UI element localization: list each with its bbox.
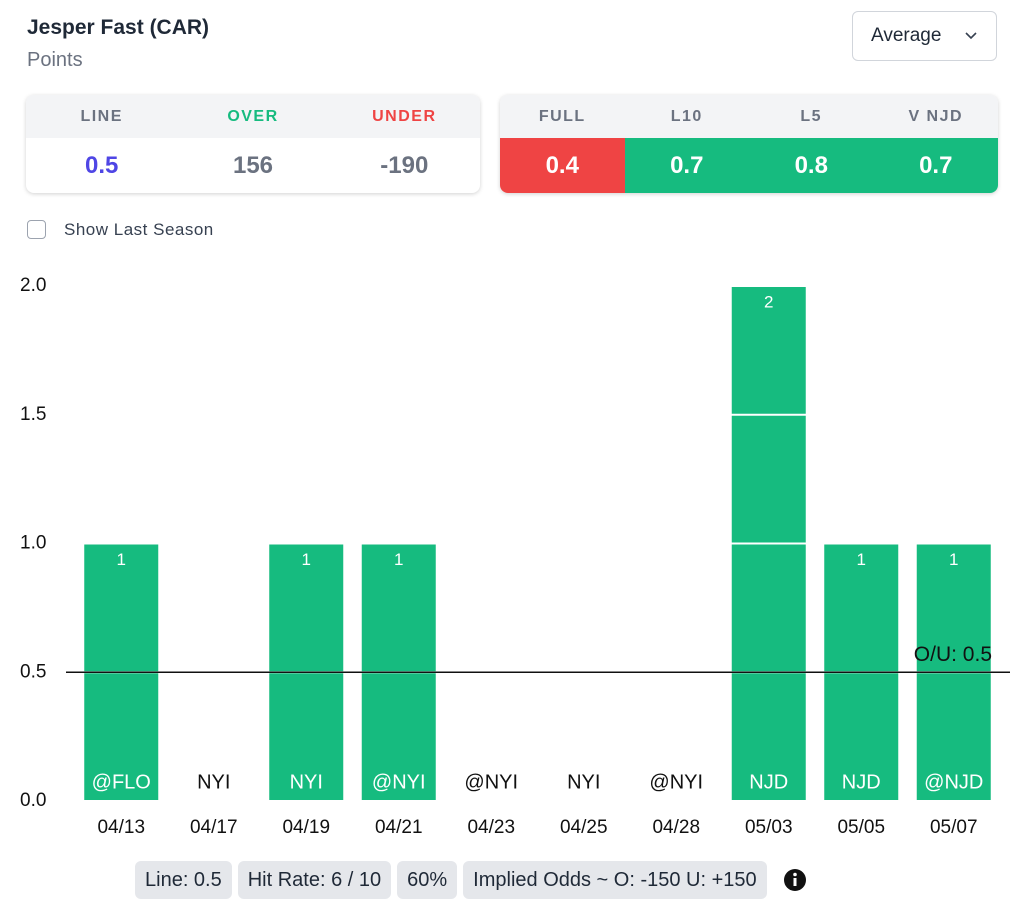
y-tick-label: 0.0 [20,790,46,811]
opponent-label: @NJD [924,771,983,793]
averages-card: FULL 0.4 L10 0.7 L5 0.8 V NJD 0.7 [500,95,998,193]
y-tick-label: 2.0 [20,275,46,296]
average-value: 0.4 [500,138,625,193]
value-label: 1 [302,550,311,569]
player-title: Jesper Fast (CAR) [27,16,210,39]
x-tick-label: 05/07 [930,817,978,838]
odds-label: UNDER [328,95,480,138]
x-tick-label: 04/25 [560,817,608,838]
footer-pill: Hit Rate: 6 / 10 [237,861,392,899]
odds-value: 0.5 [84,151,119,179]
chart: 0.0 0.5 1.0 1.5 2.0 1 @FLO 04/13 NYI 04/17 1 NYI 04/… [20,275,1010,838]
opponent-label: @NYI [464,771,518,793]
average-value: 0.8 [749,138,874,193]
checkbox-label: Show Last Season [64,220,214,239]
dropdown[interactable]: Average [852,11,997,61]
odds-value: 156 [232,151,274,179]
opponent-label: @FLO [92,771,151,793]
average-column: V NJD 0.7 [873,95,998,193]
footer-pill: 60% [397,861,458,899]
average-column: FULL 0.4 [500,95,625,193]
x-tick-label: 04/19 [282,817,330,838]
opponent-label: NYI [197,771,230,793]
footer: Line: 0.5 Hit Rate: 6 / 10 60% Implied Odds… [135,861,813,899]
x-tick-label: 04/28 [652,817,700,838]
odds-label: OVER [177,95,329,138]
y-tick-label: 1.0 [20,533,46,554]
average-label: L10 [624,95,749,138]
opponent-label: @NYI [372,771,426,793]
x-tick-label: 04/17 [190,817,238,838]
average-label: V NJD [873,95,998,138]
odds-column: UNDER -190 [328,95,480,193]
odds-column: OVER 156 [177,95,329,193]
footer-pill: Line: 0.5 [135,861,232,899]
y-tick-label: 1.5 [20,404,46,425]
x-tick-label: 05/05 [837,817,885,838]
average-value: 0.7 [873,138,998,193]
value-label: 1 [857,550,866,569]
y-tick-label: 0.5 [20,661,46,682]
opponent-label: NJD [749,771,788,793]
x-tick-label: 05/03 [745,817,793,838]
opponent-label: NJD [842,771,881,793]
info-icon[interactable] [773,865,813,895]
average-label: L5 [749,95,874,138]
odds-label: LINE [26,95,178,138]
value-label: 1 [949,550,958,569]
average-column: L10 0.7 [624,95,749,193]
value-label: 2 [764,292,773,311]
chevron [965,32,977,40]
stat-subtitle: Points [27,49,83,71]
x-tick-label: 04/21 [375,817,423,838]
x-tick-label: 04/13 [97,817,145,838]
odds-card: LINE 0.5 OVER 156 UNDER -190 [26,95,480,193]
dropdown-label: Average [871,25,942,46]
value-label: 1 [117,550,126,569]
opponent-label: @NYI [649,771,703,793]
x-tick-label: 04/23 [467,817,515,838]
opponent-label: NYI [290,771,323,793]
footer-pill: Implied Odds ~ O: -150 U: +150 [463,861,767,899]
odds-value: -190 [380,151,429,179]
ou-label: O/U: 0.5 [914,643,992,666]
checkbox[interactable] [27,220,46,239]
value-label: 1 [394,550,403,569]
average-value: 0.7 [624,138,749,193]
average-label: FULL [500,95,625,138]
odds-column: LINE 0.5 [26,95,178,193]
opponent-label: NYI [567,771,600,793]
average-column: L5 0.8 [749,95,874,193]
